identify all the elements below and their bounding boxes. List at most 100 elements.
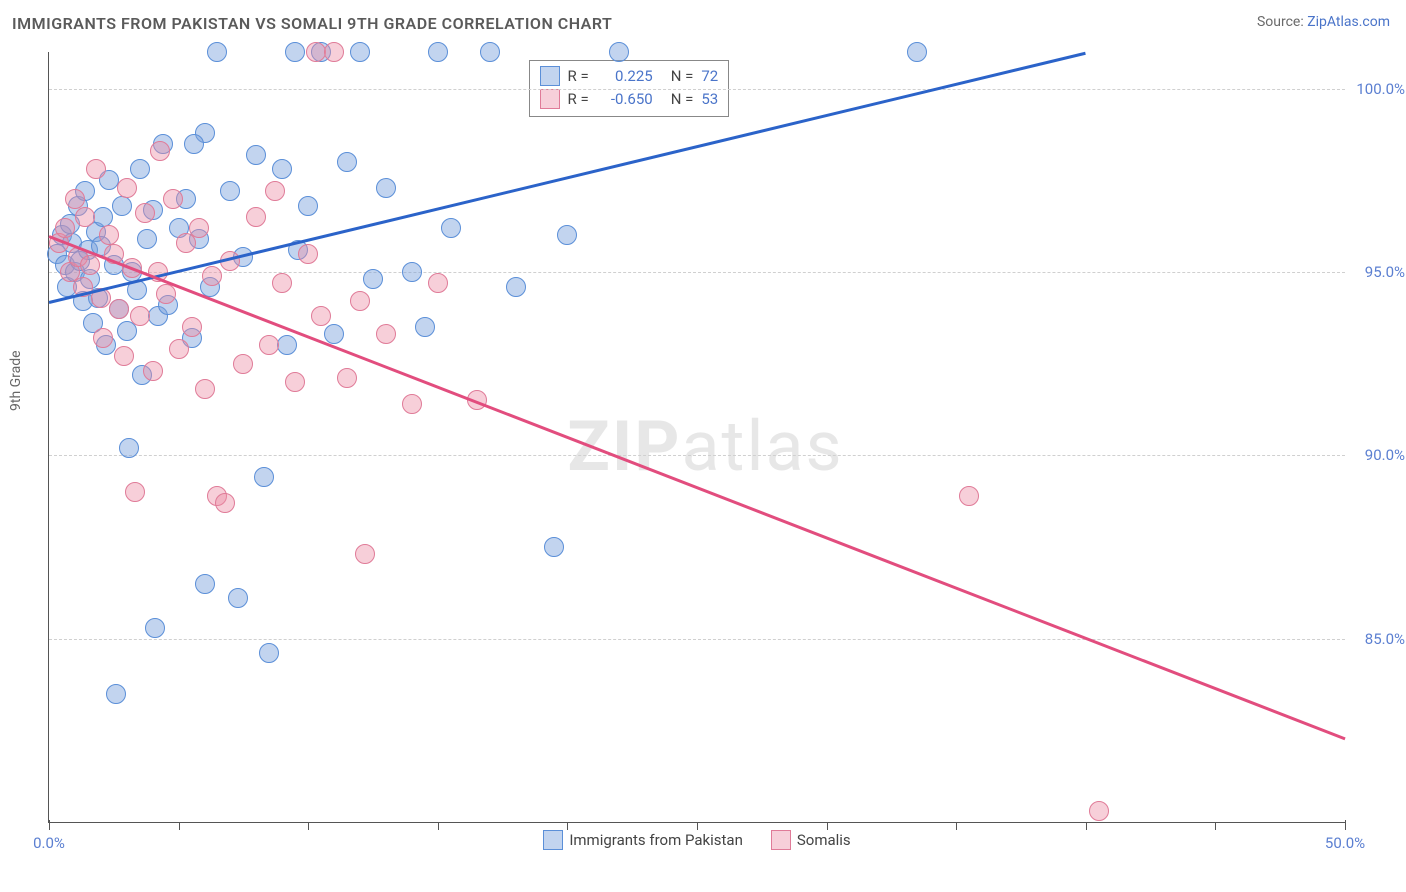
data-point bbox=[350, 291, 370, 311]
y-tick-label: 100.0% bbox=[1349, 80, 1405, 98]
data-point bbox=[415, 317, 435, 337]
data-point bbox=[246, 207, 266, 227]
data-point bbox=[350, 42, 370, 62]
data-point bbox=[265, 181, 285, 201]
y-tick-label: 95.0% bbox=[1349, 263, 1405, 281]
data-point bbox=[195, 574, 215, 594]
data-point bbox=[228, 588, 248, 608]
data-point bbox=[324, 324, 344, 344]
x-tick bbox=[438, 822, 439, 830]
legend-row: R =0.225N =72 bbox=[540, 65, 719, 88]
data-point bbox=[163, 189, 183, 209]
x-tick bbox=[697, 822, 698, 830]
data-point bbox=[184, 134, 204, 154]
x-tick bbox=[956, 822, 957, 830]
chart-title: IMMIGRANTS FROM PAKISTAN VS SOMALI 9TH G… bbox=[12, 14, 612, 33]
bottom-legend: Immigrants from Pakistan Somalis bbox=[49, 830, 1345, 854]
data-point bbox=[75, 207, 95, 227]
trend-line bbox=[48, 235, 1345, 740]
data-point bbox=[112, 196, 132, 216]
data-point bbox=[609, 42, 629, 62]
data-point bbox=[80, 255, 100, 275]
data-point bbox=[254, 467, 274, 487]
data-point bbox=[298, 196, 318, 216]
y-tick-label: 90.0% bbox=[1349, 446, 1405, 464]
data-point bbox=[106, 684, 126, 704]
y-tick-label: 85.0% bbox=[1349, 630, 1405, 648]
data-point bbox=[277, 335, 297, 355]
x-tick bbox=[1345, 820, 1346, 830]
data-point bbox=[109, 299, 129, 319]
data-point bbox=[298, 244, 318, 264]
x-tick bbox=[49, 820, 50, 830]
data-point bbox=[306, 42, 326, 62]
data-point bbox=[506, 277, 526, 297]
data-point bbox=[93, 207, 113, 227]
data-point bbox=[428, 42, 448, 62]
data-point bbox=[363, 269, 383, 289]
data-point bbox=[135, 203, 155, 223]
data-point bbox=[272, 273, 292, 293]
data-point bbox=[259, 335, 279, 355]
gridline bbox=[49, 639, 1345, 640]
data-point bbox=[207, 42, 227, 62]
x-tick bbox=[1215, 822, 1216, 830]
data-point bbox=[130, 159, 150, 179]
data-point bbox=[156, 284, 176, 304]
legend-item: Somalis bbox=[771, 830, 851, 850]
data-point bbox=[220, 181, 240, 201]
legend-item: Immigrants from Pakistan bbox=[543, 830, 743, 850]
data-point bbox=[285, 42, 305, 62]
data-point bbox=[402, 394, 422, 414]
data-point bbox=[189, 218, 209, 238]
data-point bbox=[233, 354, 253, 374]
data-point bbox=[145, 618, 165, 638]
data-point bbox=[182, 317, 202, 337]
y-axis-label: 9th Grade bbox=[8, 350, 24, 411]
x-tick bbox=[827, 822, 828, 830]
watermark: ZIPatlas bbox=[567, 406, 843, 488]
data-point bbox=[143, 361, 163, 381]
x-tick bbox=[567, 822, 568, 830]
data-point bbox=[376, 178, 396, 198]
data-point bbox=[246, 145, 266, 165]
data-point bbox=[125, 482, 145, 502]
data-point bbox=[355, 544, 375, 564]
data-point bbox=[65, 189, 85, 209]
data-point bbox=[311, 306, 331, 326]
data-point bbox=[544, 537, 564, 557]
data-point bbox=[137, 229, 157, 249]
data-point bbox=[259, 643, 279, 663]
source-attribution: Source: ZipAtlas.com bbox=[1257, 14, 1390, 30]
data-point bbox=[337, 368, 357, 388]
x-tick-label: 0.0% bbox=[33, 834, 65, 852]
gridline bbox=[49, 272, 1345, 273]
data-point bbox=[1089, 801, 1109, 821]
data-point bbox=[117, 178, 137, 198]
data-point bbox=[480, 42, 500, 62]
data-point bbox=[119, 438, 139, 458]
gridline bbox=[49, 455, 1345, 456]
data-point bbox=[428, 273, 448, 293]
gridline bbox=[49, 89, 1345, 90]
data-point bbox=[959, 486, 979, 506]
x-tick-label: 50.0% bbox=[1325, 834, 1365, 852]
data-point bbox=[402, 262, 422, 282]
legend-row: R =-0.650N =53 bbox=[540, 88, 719, 111]
data-point bbox=[272, 159, 292, 179]
x-tick bbox=[308, 822, 309, 830]
data-point bbox=[150, 141, 170, 161]
data-point bbox=[169, 339, 189, 359]
data-point bbox=[324, 42, 344, 62]
data-point bbox=[557, 225, 577, 245]
data-point bbox=[907, 42, 927, 62]
data-point bbox=[441, 218, 461, 238]
data-point bbox=[202, 266, 222, 286]
data-point bbox=[114, 346, 134, 366]
data-point bbox=[195, 379, 215, 399]
data-point bbox=[376, 324, 396, 344]
data-point bbox=[93, 328, 113, 348]
data-point bbox=[130, 306, 150, 326]
data-point bbox=[99, 225, 119, 245]
data-point bbox=[55, 218, 75, 238]
